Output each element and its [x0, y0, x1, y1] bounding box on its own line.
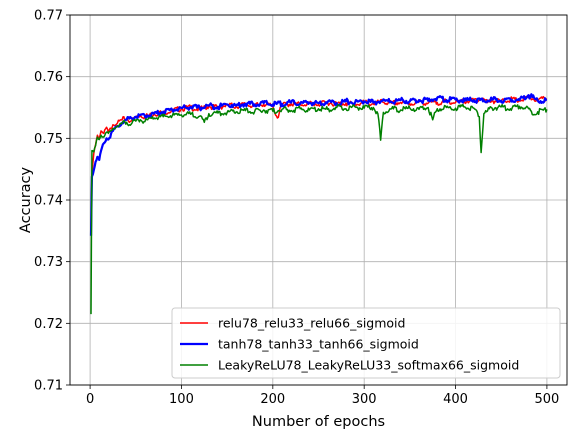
- legend-entry-label: relu78_relu33_relu66_sigmoid: [218, 316, 405, 331]
- series-layer: [89, 93, 548, 315]
- x-tick-label: 200: [260, 392, 285, 407]
- series-line: [89, 93, 548, 236]
- x-tick-label: 500: [534, 392, 559, 407]
- series-line: [90, 103, 548, 315]
- axis-ticks: 0 100 200 300 400 500 0.71 0.72 0.73 0.74 0.75 0.76…: [34, 9, 559, 408]
- legend-box: [171, 307, 561, 379]
- x-tick-label: 400: [443, 392, 468, 407]
- legend-entry-label: LeakyReLU78_LeakyReLU33_softmax66_sigmoi…: [218, 358, 519, 373]
- y-tick-label: 0.72: [34, 317, 63, 332]
- y-tick-label: 0.71: [34, 379, 63, 394]
- x-axis-label: Number of epochs: [252, 414, 385, 430]
- y-tick-label: 0.75: [34, 132, 63, 147]
- y-tick-label: 0.73: [34, 255, 63, 270]
- legend: relu78_relu33_relu66_sigmoid tanh78_tanh3…: [171, 307, 561, 379]
- x-tick-label: 300: [352, 392, 377, 407]
- y-tick-label: 0.76: [34, 70, 63, 85]
- grid-lines: [70, 14, 567, 386]
- x-tick-label: 100: [169, 392, 194, 407]
- y-tick-label: 0.77: [34, 9, 63, 24]
- x-tick-label: 0: [86, 392, 94, 407]
- legend-entry-label: tanh78_tanh33_tanh66_sigmoid: [218, 337, 419, 352]
- y-axis-label: Accuracy: [18, 166, 34, 233]
- y-tick-label: 0.74: [34, 194, 63, 209]
